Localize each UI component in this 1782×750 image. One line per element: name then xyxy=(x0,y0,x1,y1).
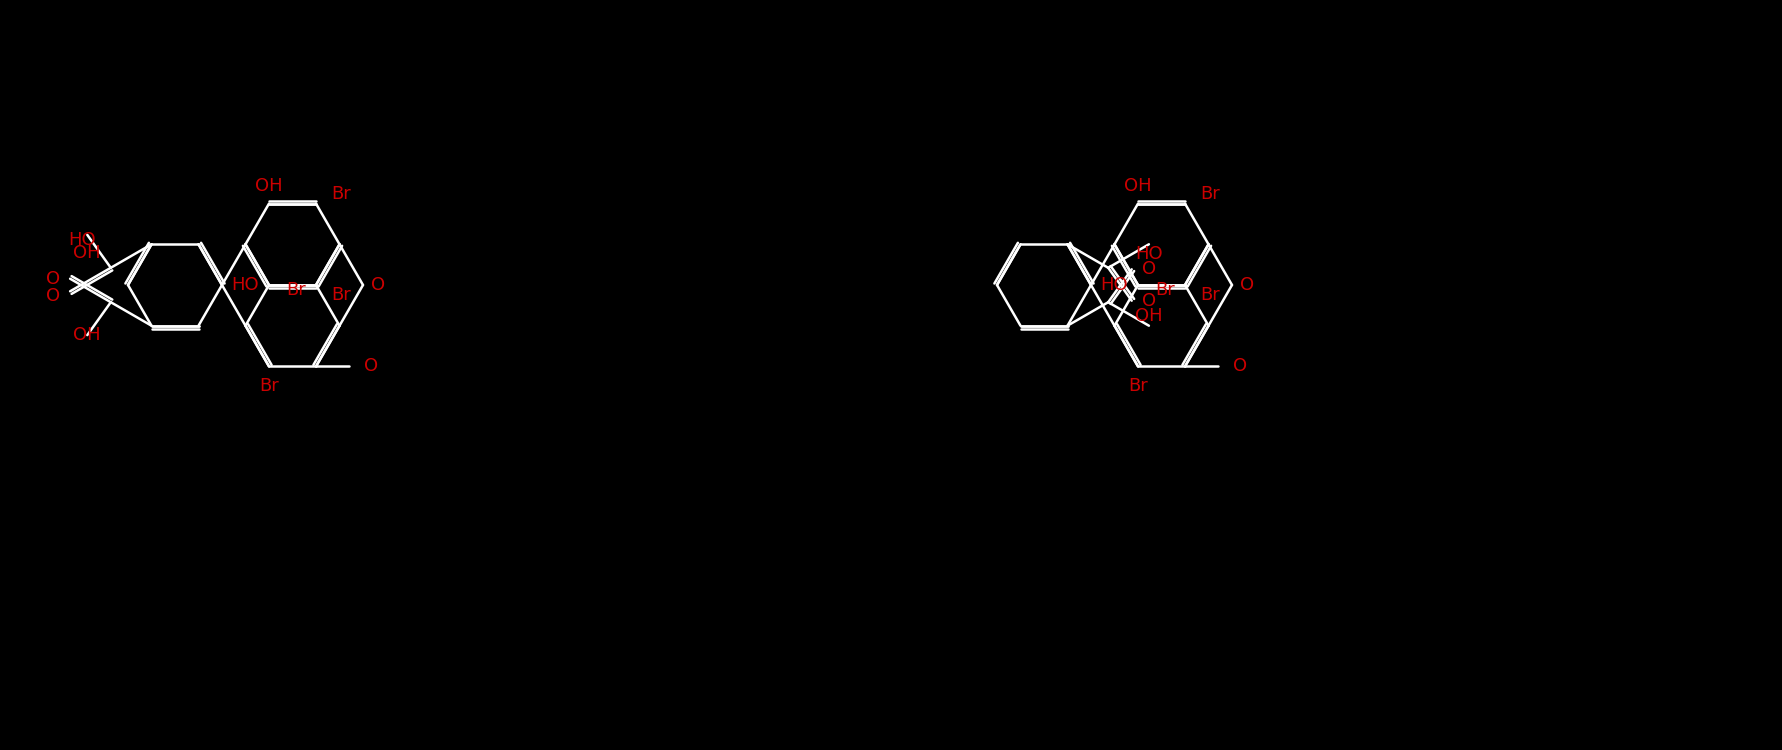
Text: Br: Br xyxy=(1199,286,1219,304)
Text: Br: Br xyxy=(258,377,278,395)
Text: Br: Br xyxy=(287,281,307,299)
Text: O: O xyxy=(1233,358,1247,376)
Text: O: O xyxy=(364,358,378,376)
Text: Br: Br xyxy=(1128,377,1148,395)
Text: O: O xyxy=(1142,292,1157,310)
Text: OH: OH xyxy=(73,326,102,344)
Text: O: O xyxy=(1142,260,1157,278)
Text: O: O xyxy=(46,287,61,305)
Text: Br: Br xyxy=(1199,184,1219,202)
Text: Br: Br xyxy=(331,184,351,202)
Text: HO: HO xyxy=(68,231,96,249)
Text: HO: HO xyxy=(1135,245,1162,263)
Text: O: O xyxy=(371,276,385,294)
Text: Br: Br xyxy=(331,286,351,304)
Text: OH: OH xyxy=(1135,307,1162,325)
Text: OH: OH xyxy=(255,176,283,194)
Text: OH: OH xyxy=(1124,176,1151,194)
Text: Br: Br xyxy=(1155,281,1174,299)
Text: HO: HO xyxy=(232,276,258,294)
Text: HO: HO xyxy=(1099,276,1128,294)
Text: O: O xyxy=(46,270,61,288)
Text: OH: OH xyxy=(73,244,102,262)
Text: O: O xyxy=(1240,276,1255,294)
